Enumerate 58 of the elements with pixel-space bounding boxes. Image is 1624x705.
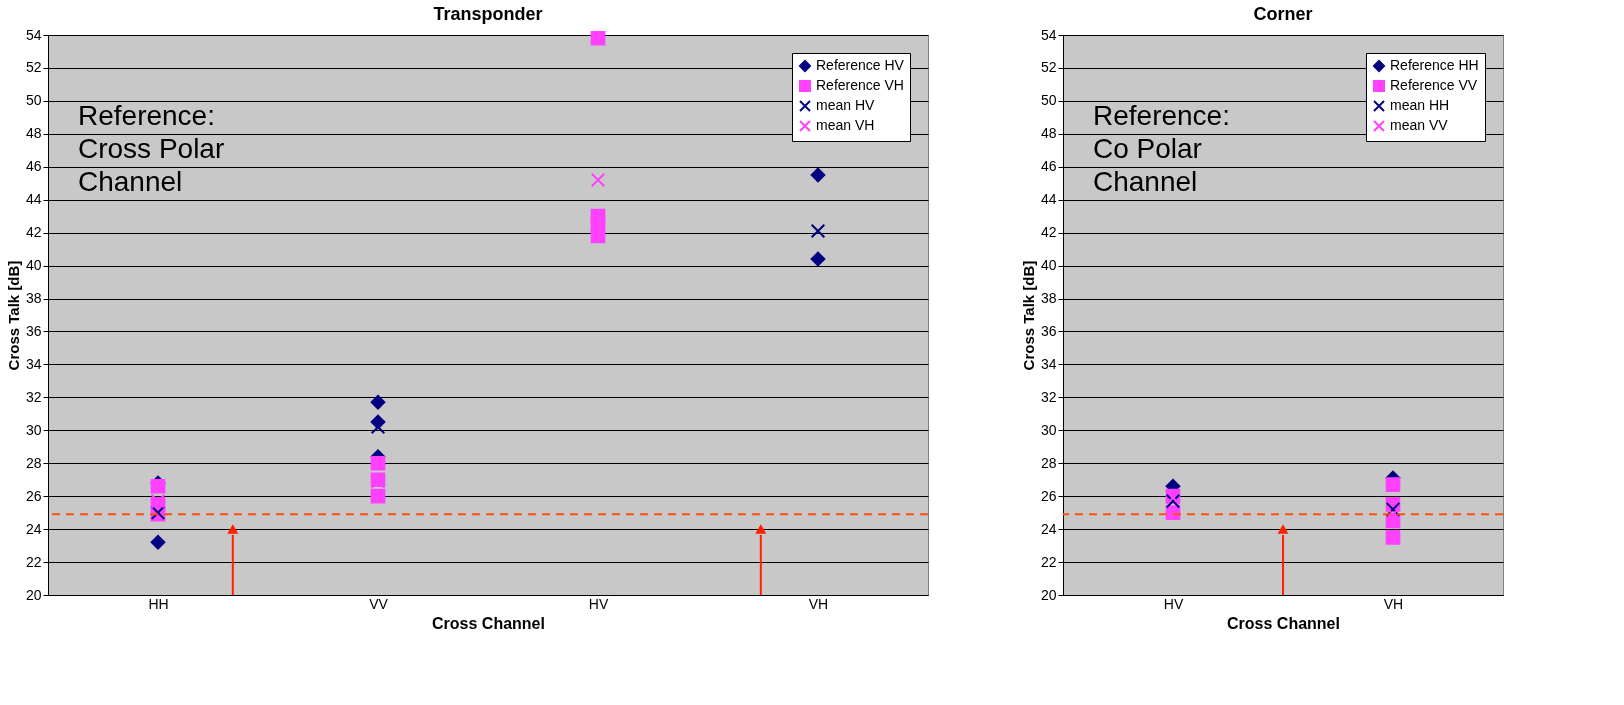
y-tick-label: 24 xyxy=(1040,520,1057,537)
legend-label: mean HH xyxy=(1390,97,1450,113)
legend-label: mean HV xyxy=(816,97,876,113)
y-tick-label: 38 xyxy=(25,290,42,307)
y-tick-label: 44 xyxy=(25,191,42,208)
y-tick-label: 46 xyxy=(25,158,42,175)
chart-title: Corner xyxy=(1253,4,1313,24)
x-axis-title: Cross Channel xyxy=(432,614,545,632)
y-tick-label: 54 xyxy=(1040,26,1057,43)
chart-title: Transponder xyxy=(433,3,543,24)
annotation: Reference: Cross Polar Channel xyxy=(78,100,225,198)
y-tick-label: 26 xyxy=(1040,487,1057,504)
legend-label: Reference VH xyxy=(816,77,904,93)
y-tick-label: 40 xyxy=(25,257,42,274)
y-tick-label: 28 xyxy=(25,454,42,471)
y-tick-label: 24 xyxy=(25,520,42,537)
y-tick-label: 36 xyxy=(25,322,42,339)
legend-label: Reference HV xyxy=(816,57,905,73)
x-tick-label: HH xyxy=(148,595,169,612)
y-tick-label: 38 xyxy=(1040,290,1057,307)
x-tick-label: VH xyxy=(808,595,829,612)
y-tick-label: 50 xyxy=(25,92,42,109)
y-tick-label: 44 xyxy=(1040,191,1057,208)
legend-label: Reference HH xyxy=(1390,57,1479,73)
y-tick-label: 46 xyxy=(1040,158,1057,175)
y-tick-label: 32 xyxy=(1040,388,1057,405)
y-tick-label: 50 xyxy=(1040,92,1057,109)
y-tick-label: 20 xyxy=(1040,586,1057,603)
y-tick-label: 20 xyxy=(25,586,42,603)
legend-label: mean VH xyxy=(816,117,875,133)
x-tick-label: VV xyxy=(369,595,389,612)
y-tick-label: 30 xyxy=(1040,421,1057,438)
y-tick-label: 42 xyxy=(25,224,42,241)
x-tick-label: HV xyxy=(1163,595,1184,612)
y-tick-label: 26 xyxy=(25,487,42,504)
y-tick-label: 34 xyxy=(1040,355,1057,372)
legend-label: Reference VV xyxy=(1390,77,1478,93)
y-tick-label: 52 xyxy=(25,59,42,76)
y-tick-label: 48 xyxy=(25,125,42,142)
y-tick-label: 48 xyxy=(1040,125,1057,142)
y-tick-label: 22 xyxy=(25,553,42,570)
y-axis-title: Cross Talk [dB] xyxy=(1019,260,1037,371)
y-tick-label: 34 xyxy=(25,355,42,372)
legend-label: mean VV xyxy=(1390,117,1449,133)
y-tick-label: 28 xyxy=(1040,454,1057,471)
y-tick-label: 36 xyxy=(1040,322,1057,339)
y-axis-title: Cross Talk [dB] xyxy=(4,260,22,371)
y-tick-label: 54 xyxy=(25,26,42,43)
y-tick-label: 22 xyxy=(1040,553,1057,570)
y-tick-label: 40 xyxy=(1040,257,1057,274)
x-tick-label: VH xyxy=(1383,595,1404,612)
x-axis-title: Cross Channel xyxy=(1227,614,1340,632)
y-tick-label: 32 xyxy=(25,388,42,405)
y-tick-label: 30 xyxy=(25,421,42,438)
y-tick-label: 42 xyxy=(1040,224,1057,241)
y-tick-label: 52 xyxy=(1040,59,1057,76)
annotation: Reference: Co Polar Channel xyxy=(1093,100,1230,198)
x-tick-label: HV xyxy=(588,595,609,612)
